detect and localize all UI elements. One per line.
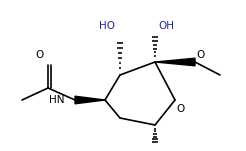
Text: HO: HO	[99, 21, 115, 31]
Polygon shape	[155, 58, 195, 66]
Text: OH: OH	[158, 21, 174, 31]
Polygon shape	[75, 96, 105, 104]
Text: HN: HN	[49, 95, 65, 105]
Text: O: O	[176, 104, 184, 114]
Text: O: O	[36, 50, 44, 60]
Text: O: O	[196, 50, 204, 60]
